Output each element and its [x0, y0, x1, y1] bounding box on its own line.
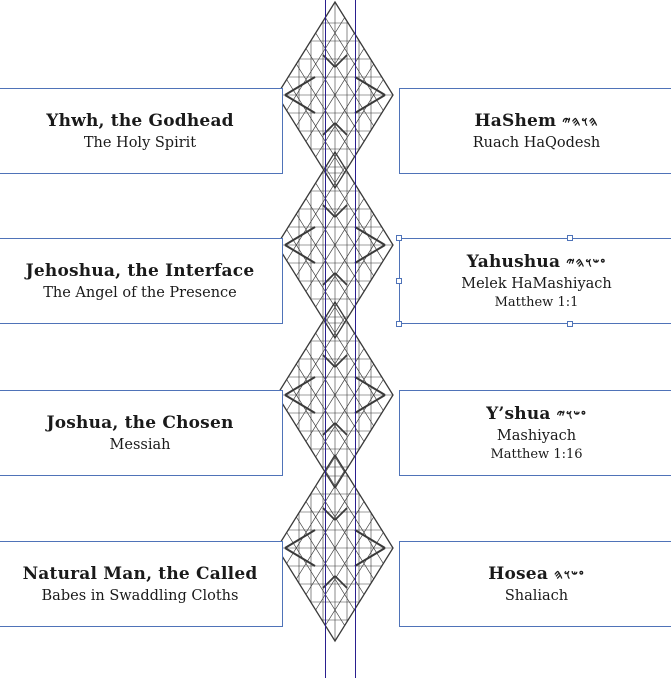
right-box-3-reference: Matthew 1:16: [490, 447, 583, 462]
selection-handle-bottom-left[interactable]: [396, 321, 402, 327]
right-box-4-name: Hosea: [488, 564, 549, 584]
right-box-2-subtitle: Melek HaMashiyach: [461, 276, 612, 292]
diamond-lattice-column: [276, 0, 394, 643]
left-box-3-title: Joshua, the Chosen: [46, 413, 234, 433]
right-box-4-subtitle: Shaliach: [504, 588, 569, 604]
right-box-1[interactable]: HaShem 𐤄𐤅𐤄𐤉 Ruach HaQodesh: [399, 88, 671, 174]
guide-line-left: [325, 0, 326, 678]
left-box-1[interactable]: Yhwh, the Godhead The Holy Spirit: [0, 88, 283, 174]
left-box-1-title: Yhwh, the Godhead: [46, 111, 234, 131]
left-box-2-title: Jehoshua, the Interface: [25, 261, 255, 281]
right-box-2-name: Yahushua: [466, 252, 561, 272]
lattice-diamond-4: [276, 453, 394, 643]
right-box-3[interactable]: Y’shua 𐤏𐤔𐤅𐤉 Mashiyach Matthew 1:16: [399, 390, 671, 476]
right-box-3-hebrew: 𐤏𐤔𐤅𐤉: [556, 408, 587, 423]
selection-handle-top-middle[interactable]: [567, 235, 573, 241]
right-box-4-hebrew: 𐤏𐤔𐤅𐤄: [554, 568, 585, 583]
right-box-3-name: Y’shua: [486, 404, 551, 424]
left-box-3-subtitle: Messiah: [109, 437, 171, 453]
left-box-1-subtitle: The Holy Spirit: [83, 135, 197, 151]
right-box-2-selected[interactable]: Yahushua 𐤏𐤔𐤅𐤄𐤉 Melek HaMashiyach Matthew …: [399, 238, 671, 324]
right-box-4-title: Hosea 𐤏𐤔𐤅𐤄: [400, 564, 671, 584]
selection-handle-top-left[interactable]: [396, 235, 402, 241]
left-box-4-subtitle: Babes in Swaddling Cloths: [41, 588, 239, 604]
selection-handle-middle-left[interactable]: [396, 278, 402, 284]
right-box-2-hebrew: 𐤏𐤔𐤅𐤄𐤉: [566, 256, 607, 271]
left-box-4[interactable]: Natural Man, the Called Babes in Swaddli…: [0, 541, 283, 627]
right-box-2-title: Yahushua 𐤏𐤔𐤅𐤄𐤉: [400, 252, 671, 272]
right-box-1-name: HaShem: [474, 111, 557, 131]
right-box-3-subtitle: Mashiyach: [496, 428, 577, 444]
left-box-3[interactable]: Joshua, the Chosen Messiah: [0, 390, 283, 476]
right-box-1-subtitle: Ruach HaQodesh: [472, 135, 601, 151]
right-box-1-hebrew: 𐤄𐤅𐤄𐤉: [562, 115, 599, 130]
left-box-2-subtitle: The Angel of the Presence: [43, 285, 237, 301]
right-box-2-reference: Matthew 1:1: [494, 295, 579, 310]
right-box-4[interactable]: Hosea 𐤏𐤔𐤅𐤄 Shaliach: [399, 541, 671, 627]
right-box-3-title: Y’shua 𐤏𐤔𐤅𐤉: [400, 404, 671, 424]
selection-handle-bottom-middle[interactable]: [567, 321, 573, 327]
left-box-4-title: Natural Man, the Called: [22, 564, 258, 584]
lattice-diamond-1: [276, 0, 394, 190]
left-box-2[interactable]: Jehoshua, the Interface The Angel of the…: [0, 238, 283, 324]
guide-line-right: [355, 0, 356, 678]
right-box-1-title: HaShem 𐤄𐤅𐤄𐤉: [400, 111, 671, 131]
